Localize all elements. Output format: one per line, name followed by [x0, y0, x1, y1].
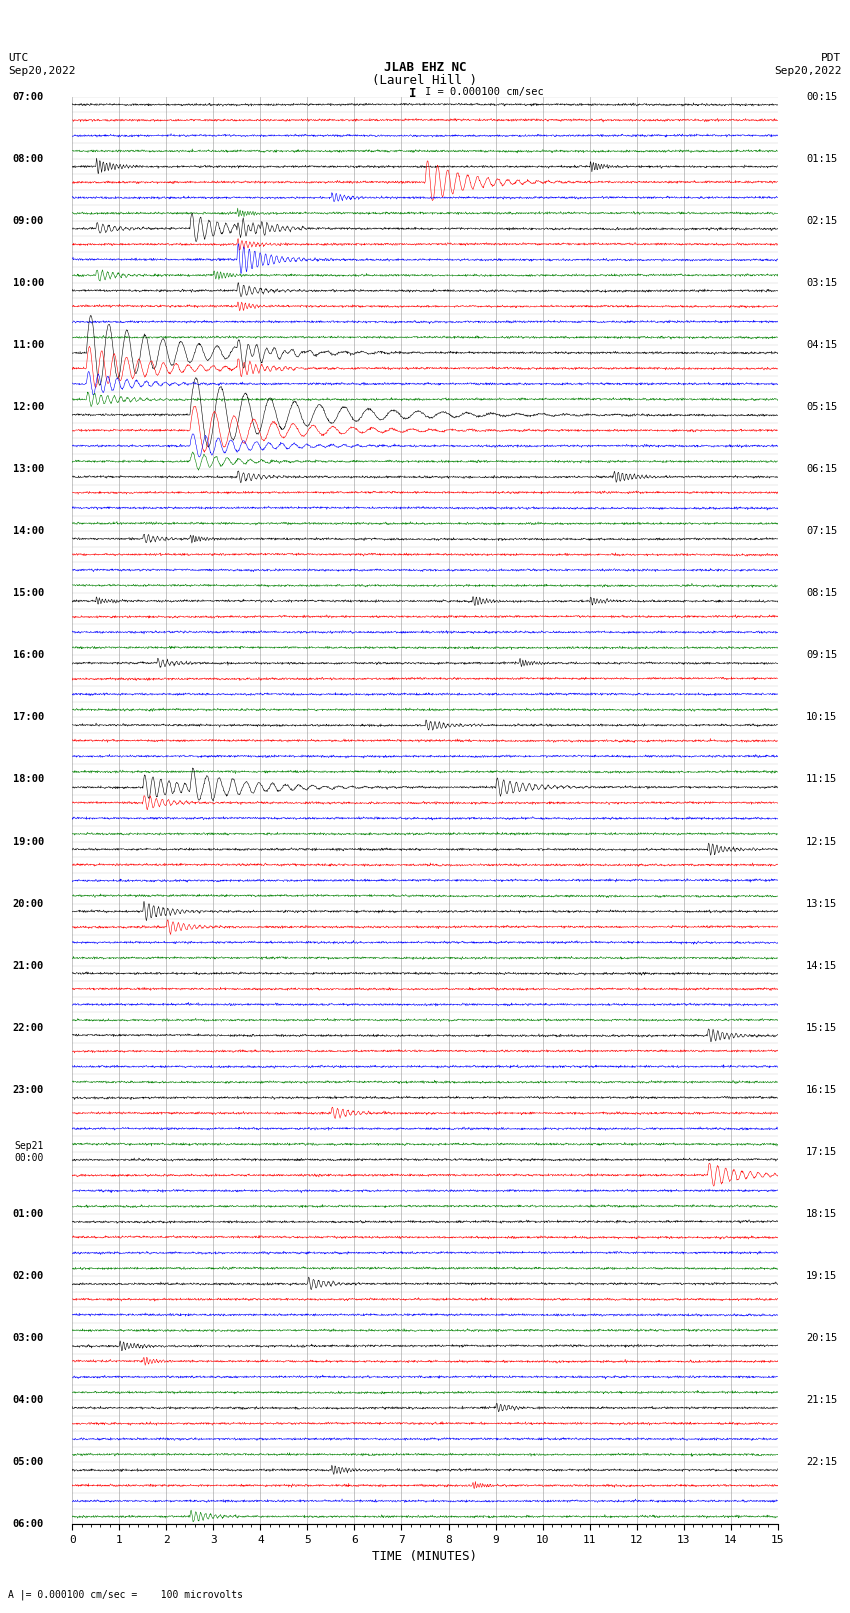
Text: 09:00: 09:00: [13, 216, 44, 226]
Text: 14:00: 14:00: [13, 526, 44, 536]
Text: 08:15: 08:15: [806, 589, 837, 598]
Text: 00:15: 00:15: [806, 92, 837, 102]
Text: 06:00: 06:00: [13, 1519, 44, 1529]
Text: JLAB EHZ NC: JLAB EHZ NC: [383, 61, 467, 74]
Text: 08:00: 08:00: [13, 153, 44, 165]
Text: 19:15: 19:15: [806, 1271, 837, 1281]
Text: 11:15: 11:15: [806, 774, 837, 784]
Text: I = 0.000100 cm/sec: I = 0.000100 cm/sec: [425, 87, 544, 97]
Text: 11:00: 11:00: [13, 340, 44, 350]
Text: 17:15: 17:15: [806, 1147, 837, 1157]
Text: 12:15: 12:15: [806, 837, 837, 847]
Text: 01:00: 01:00: [13, 1210, 44, 1219]
Text: 23:00: 23:00: [13, 1086, 44, 1095]
Text: Sep20,2022: Sep20,2022: [8, 66, 76, 76]
X-axis label: TIME (MINUTES): TIME (MINUTES): [372, 1550, 478, 1563]
Text: UTC: UTC: [8, 53, 29, 63]
Text: PDT: PDT: [821, 53, 842, 63]
Text: A |= 0.000100 cm/sec =    100 microvolts: A |= 0.000100 cm/sec = 100 microvolts: [8, 1589, 243, 1600]
Text: 09:15: 09:15: [806, 650, 837, 660]
Text: 05:00: 05:00: [13, 1457, 44, 1468]
Text: 13:15: 13:15: [806, 898, 837, 908]
Text: 13:00: 13:00: [13, 465, 44, 474]
Text: 04:15: 04:15: [806, 340, 837, 350]
Text: 03:15: 03:15: [806, 277, 837, 289]
Text: 06:15: 06:15: [806, 465, 837, 474]
Text: 12:00: 12:00: [13, 402, 44, 411]
Text: 07:15: 07:15: [806, 526, 837, 536]
Text: Sep21
00:00: Sep21 00:00: [14, 1140, 44, 1163]
Text: 21:15: 21:15: [806, 1395, 837, 1405]
Text: 15:15: 15:15: [806, 1023, 837, 1032]
Text: 17:00: 17:00: [13, 713, 44, 723]
Text: 15:00: 15:00: [13, 589, 44, 598]
Text: Sep20,2022: Sep20,2022: [774, 66, 842, 76]
Text: 18:00: 18:00: [13, 774, 44, 784]
Text: 02:00: 02:00: [13, 1271, 44, 1281]
Text: 21:00: 21:00: [13, 961, 44, 971]
Text: 05:15: 05:15: [806, 402, 837, 411]
Text: (Laurel Hill ): (Laurel Hill ): [372, 74, 478, 87]
Text: 01:15: 01:15: [806, 153, 837, 165]
Text: 10:00: 10:00: [13, 277, 44, 289]
Text: 14:15: 14:15: [806, 961, 837, 971]
Text: 10:15: 10:15: [806, 713, 837, 723]
Text: 16:15: 16:15: [806, 1086, 837, 1095]
Text: I: I: [409, 87, 416, 100]
Text: 02:15: 02:15: [806, 216, 837, 226]
Text: 20:15: 20:15: [806, 1332, 837, 1344]
Text: 16:00: 16:00: [13, 650, 44, 660]
Text: 22:00: 22:00: [13, 1023, 44, 1032]
Text: 04:00: 04:00: [13, 1395, 44, 1405]
Text: 07:00: 07:00: [13, 92, 44, 102]
Text: 20:00: 20:00: [13, 898, 44, 908]
Text: 22:15: 22:15: [806, 1457, 837, 1468]
Text: 19:00: 19:00: [13, 837, 44, 847]
Text: 18:15: 18:15: [806, 1210, 837, 1219]
Text: 03:00: 03:00: [13, 1332, 44, 1344]
